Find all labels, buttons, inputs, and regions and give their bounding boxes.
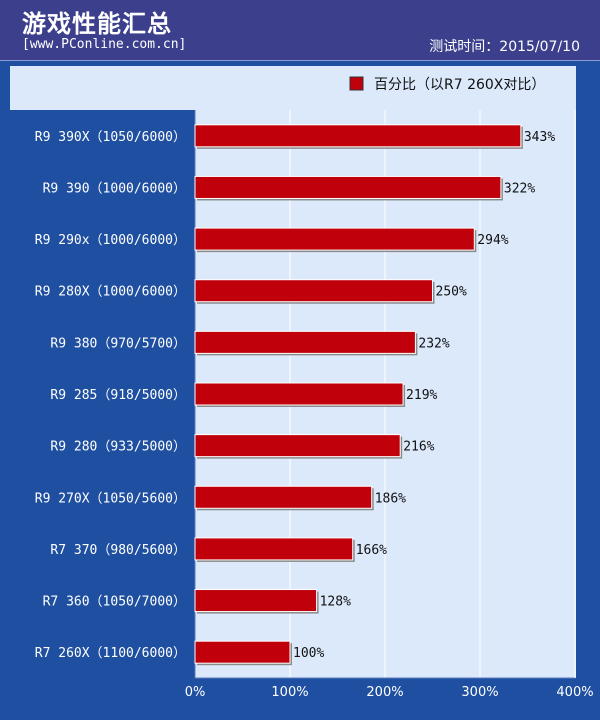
data-label: 128%	[320, 595, 351, 610]
bar	[194, 382, 404, 406]
source-url: [www.PConline.com.cn]	[22, 37, 187, 52]
category-label: R9 390X（1050/6000）	[35, 130, 186, 145]
bar	[194, 227, 475, 251]
bar	[194, 330, 416, 354]
test-date: 测试时间：2015/07/10	[429, 39, 580, 55]
x-tick-label: 0%	[185, 685, 206, 700]
bar	[194, 124, 522, 148]
bar	[194, 640, 291, 664]
category-label: R7 370（980/5600）	[50, 543, 186, 558]
bar	[194, 175, 502, 199]
category-label: R9 280X（1000/6000）	[35, 285, 186, 300]
data-label: 294%	[477, 233, 508, 248]
data-label: 250%	[436, 285, 467, 300]
data-label: 186%	[375, 491, 406, 506]
category-label: R9 290x（1000/6000）	[35, 233, 186, 248]
category-label: R9 380（970/5700）	[50, 336, 186, 351]
data-label: 219%	[406, 388, 437, 403]
bar	[194, 434, 401, 458]
data-label: 322%	[504, 181, 535, 196]
x-tick-label: 400%	[556, 685, 593, 700]
data-label: 166%	[356, 543, 387, 558]
bar	[194, 537, 354, 561]
legend-swatch	[349, 76, 364, 91]
category-label: R7 260X（1100/6000）	[35, 646, 186, 661]
data-label: 100%	[293, 646, 324, 661]
category-label: R7 360（1050/7000）	[43, 595, 186, 610]
bar	[194, 589, 318, 613]
category-label: R9 390（1000/6000）	[43, 181, 186, 196]
header: 游戏性能汇总 [www.PConline.com.cn] 测试时间：2015/0…	[0, 0, 600, 61]
category-label: R9 285（918/5000）	[50, 388, 186, 403]
data-label: 216%	[403, 440, 434, 455]
legend-label: 百分比（以R7 260X对比）	[374, 77, 545, 93]
category-label: R9 280（933/5000）	[50, 440, 186, 455]
data-label: 343%	[524, 130, 555, 145]
category-label: R9 270X（1050/5600）	[35, 491, 186, 506]
data-label: 232%	[418, 336, 449, 351]
page-title: 游戏性能汇总	[22, 10, 172, 38]
x-tick-label: 300%	[461, 685, 498, 700]
bar	[194, 485, 373, 509]
category-panel	[10, 110, 195, 678]
bar	[194, 279, 433, 303]
x-tick-label: 200%	[366, 685, 403, 700]
x-tick-label: 100%	[271, 685, 308, 700]
